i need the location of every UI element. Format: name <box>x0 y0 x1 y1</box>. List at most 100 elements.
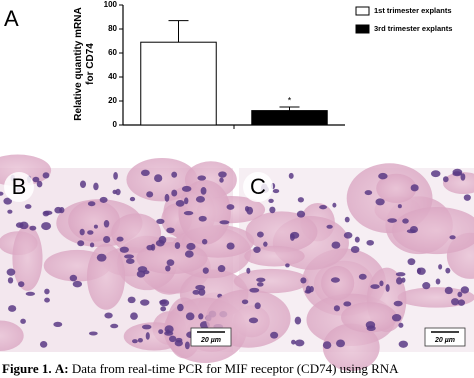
panel-label-bg <box>243 172 273 202</box>
nucleus <box>249 287 260 293</box>
nucleus <box>416 267 426 275</box>
nucleus <box>184 341 190 350</box>
y-tick-label: 20 <box>108 96 117 105</box>
nucleus <box>343 231 353 239</box>
nucleus <box>126 258 135 264</box>
nucleus <box>15 222 24 228</box>
nucleus <box>409 225 418 233</box>
nucleus <box>168 335 177 343</box>
legend-label: 1st trimester explants <box>374 6 452 15</box>
nucleus <box>393 300 403 307</box>
nucleus <box>460 286 470 294</box>
nucleus <box>186 242 196 251</box>
nucleus <box>53 321 63 327</box>
nucleus <box>294 339 305 347</box>
nucleus <box>398 322 404 328</box>
nucleus <box>296 210 306 218</box>
nucleus <box>200 187 207 195</box>
nucleus <box>288 172 294 179</box>
nucleus <box>463 194 471 201</box>
nucleus <box>263 241 268 247</box>
nucleus <box>146 244 154 251</box>
nucleus <box>343 301 352 307</box>
nucleus <box>457 299 466 306</box>
tissue <box>321 265 355 301</box>
nucleus <box>44 297 50 303</box>
nucleus <box>410 184 419 192</box>
nucleus <box>145 332 150 340</box>
nucleus <box>256 231 264 238</box>
tissue <box>86 243 126 310</box>
nucleus <box>254 302 261 310</box>
panel-label: C <box>250 174 266 199</box>
scale-bar-label: 20 µm <box>200 337 221 344</box>
nucleus <box>268 198 274 203</box>
nucleus <box>3 197 12 205</box>
nucleus <box>93 182 99 191</box>
nucleus <box>79 180 87 189</box>
nucleus <box>294 316 302 325</box>
nucleus <box>20 318 26 324</box>
nucleus <box>8 305 17 312</box>
nucleus <box>331 241 341 249</box>
nucleus <box>183 211 194 216</box>
tissue <box>244 245 305 267</box>
caption-label: Figure 1. <box>2 361 52 376</box>
nucleus <box>226 242 235 250</box>
panel-c-image <box>205 163 474 372</box>
nucleus <box>333 305 340 312</box>
nucleus <box>269 206 276 214</box>
nucleus <box>69 274 78 282</box>
nucleus <box>407 258 416 266</box>
bar <box>140 41 217 126</box>
nucleus <box>141 324 152 330</box>
nucleus <box>435 278 441 285</box>
nucleus <box>79 228 85 236</box>
caption: Figure 1. A: Data from real-time PCR for… <box>2 361 399 377</box>
nucleus <box>344 216 350 223</box>
nucleus <box>256 277 266 283</box>
tissue <box>12 225 43 291</box>
nucleus <box>174 242 181 249</box>
nucleus <box>201 238 208 245</box>
nucleus <box>398 340 408 348</box>
nucleus <box>438 264 443 270</box>
tissue <box>0 320 24 351</box>
nucleus <box>226 204 235 210</box>
nucleus <box>6 268 16 276</box>
nucleus <box>452 171 462 177</box>
nucleus <box>158 329 164 335</box>
nucleus <box>171 189 178 197</box>
nucleus <box>430 170 441 178</box>
nucleus <box>197 175 207 181</box>
nucleus <box>7 209 13 214</box>
nucleus <box>18 281 25 288</box>
nucleus <box>174 339 183 347</box>
nucleus <box>253 246 261 253</box>
nucleus <box>124 254 134 259</box>
nucleus <box>397 204 402 209</box>
nucleus <box>290 231 300 239</box>
nucleus <box>137 337 143 343</box>
nucleus <box>127 296 136 304</box>
nucleus <box>119 246 129 253</box>
nucleus <box>358 273 367 280</box>
nucleus <box>297 197 304 203</box>
nucleus <box>391 314 402 322</box>
nucleus <box>103 235 111 243</box>
nucleus <box>32 176 40 183</box>
nucleus <box>42 210 50 217</box>
nucleus <box>104 312 113 319</box>
nucleus <box>387 218 397 223</box>
nucleus <box>248 317 259 324</box>
nucleus <box>241 299 249 305</box>
nucleus <box>184 250 194 258</box>
nucleus <box>42 172 50 179</box>
nucleus <box>72 280 82 288</box>
nucleus <box>7 277 14 284</box>
nucleus <box>99 196 108 203</box>
nucleus <box>154 174 163 183</box>
nucleus <box>140 299 150 306</box>
nucleus <box>159 299 167 305</box>
